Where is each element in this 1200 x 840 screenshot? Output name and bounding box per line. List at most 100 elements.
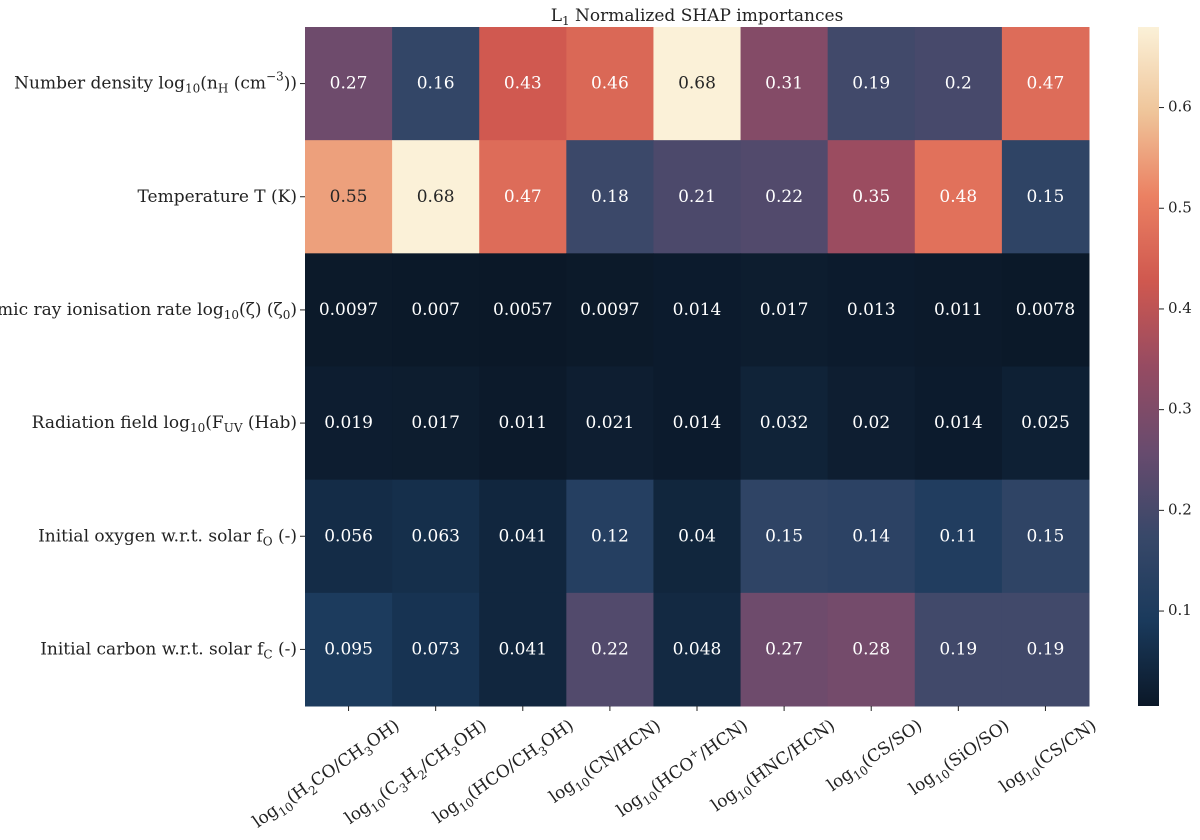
cell-label: 0.014: [673, 413, 722, 433]
heatmap-cell: [392, 27, 480, 141]
heatmap-cell: [914, 253, 1003, 367]
heatmap-cell: [653, 479, 742, 594]
x-tick-label: log10(HCO/CH3OH): [429, 716, 579, 831]
cell-label: 0.47: [1027, 73, 1065, 93]
x-tick-label: log10(C3H2/CH3OH): [341, 716, 492, 831]
heatmap-cell: [827, 479, 916, 594]
cell-label: 0.31: [765, 73, 803, 93]
heatmap-cell: [479, 366, 567, 481]
heatmap-cell: [566, 592, 654, 707]
heatmap-cell: [1001, 253, 1090, 367]
cell-label: 0.048: [673, 639, 722, 659]
y-tick-label: Temperature T (K): [138, 186, 297, 206]
cell-label: 0.14: [852, 526, 890, 546]
cell-label: 0.11: [939, 526, 977, 546]
heatmap-cell: [392, 140, 480, 254]
heatmap-cell: [1001, 27, 1090, 141]
y-tick-label: Initial oxygen w.r.t. solar fO (-): [38, 526, 297, 548]
cell-label: 0.35: [852, 186, 890, 206]
cell-label: 0.014: [934, 413, 983, 433]
cell-label: 0.0097: [319, 299, 378, 319]
heatmap-cell: [740, 592, 829, 707]
cell-label: 0.017: [411, 413, 460, 433]
heatmap-cell: [479, 140, 567, 254]
heatmap-cell: [827, 253, 916, 367]
cell-label: 0.021: [586, 413, 635, 433]
heatmap-cell: [914, 27, 1003, 141]
cell-label: 0.15: [1027, 526, 1065, 546]
cell-label: 0.014: [673, 299, 722, 319]
cell-label: 0.007: [411, 299, 460, 319]
cell-label: 0.19: [939, 639, 977, 659]
cell-label: 0.47: [504, 186, 542, 206]
cell-label: 0.063: [411, 526, 460, 546]
cell-label: 0.27: [765, 639, 803, 659]
cell-label: 0.019: [324, 413, 373, 433]
heatmap-cell: [914, 479, 1003, 594]
cell-label: 0.27: [330, 73, 368, 93]
heatmap-cell: [1001, 366, 1090, 481]
heatmap-cell: [1001, 592, 1090, 707]
cell-label: 0.011: [934, 299, 983, 319]
cell-label: 0.16: [417, 73, 455, 93]
heatmap-cell: [566, 366, 654, 481]
cell-label: 0.2: [945, 73, 972, 93]
heatmap-cell: [392, 592, 480, 707]
colorbar-tick-label: 0.3: [1168, 400, 1192, 418]
cell-label: 0.43: [504, 73, 542, 93]
cell-label: 0.011: [498, 413, 547, 433]
cell-label: 0.19: [852, 73, 890, 93]
heatmap-cell: [914, 366, 1003, 481]
cell-label: 0.22: [591, 639, 629, 659]
heatmap-cell: [305, 253, 393, 367]
heatmap-cell: [740, 479, 829, 594]
cell-label: 0.68: [678, 73, 716, 93]
heatmap-cell: [479, 479, 567, 594]
cell-label: 0.21: [678, 186, 716, 206]
heatmap-cell: [305, 479, 393, 594]
cell-label: 0.04: [678, 526, 716, 546]
x-tick-label: log10(H2CO/CH3OH): [249, 716, 405, 835]
heatmap-cell: [653, 140, 742, 254]
cell-label: 0.095: [324, 639, 373, 659]
cell-label: 0.15: [765, 526, 803, 546]
cell-label: 0.18: [591, 186, 629, 206]
heatmap-cell: [740, 140, 829, 254]
cell-label: 0.19: [1027, 639, 1065, 659]
chart-title: L1 Normalized SHAP importances: [551, 6, 844, 28]
cell-label: 0.02: [852, 413, 890, 433]
heatmap-cell: [479, 592, 567, 707]
cell-label: 0.041: [498, 639, 547, 659]
heatmap-cell: [305, 27, 393, 141]
heatmap-cell: [740, 253, 829, 367]
heatmap-cell: [740, 27, 829, 141]
colorbar-tick-label: 0.1: [1168, 601, 1192, 619]
cell-label: 0.041: [498, 526, 547, 546]
cell-label: 0.15: [1027, 186, 1065, 206]
y-tick-label: Number density log10(nH (cm−3)): [14, 69, 297, 95]
heatmap-cell: [653, 27, 742, 141]
heatmap-cell: [827, 592, 916, 707]
heatmap-cell: [305, 140, 393, 254]
x-tick-label: log10(CS/CN): [996, 716, 1102, 800]
heatmap-cell: [392, 253, 480, 367]
cell-label: 0.013: [847, 299, 896, 319]
heatmap-cell: [827, 27, 916, 141]
colorbar: [1138, 27, 1159, 706]
heatmap-cell: [914, 592, 1003, 707]
cell-label: 0.0057: [493, 299, 552, 319]
heatmap-cell: [740, 366, 829, 481]
heatmap-cell: [392, 479, 480, 594]
heatmap-cell: [305, 366, 393, 481]
heatmap-cell: [914, 140, 1003, 254]
heatmap-cell: [566, 140, 654, 254]
heatmap-cell: [479, 27, 567, 141]
heatmap-cell: [653, 592, 742, 707]
heatmap-cell: [392, 366, 480, 481]
heatmap-cell: [827, 140, 916, 254]
colorbar-tick-label: 0.2: [1168, 500, 1192, 518]
cell-label: 0.0097: [580, 299, 639, 319]
heatmap-cell: [479, 253, 567, 367]
cell-label: 0.48: [939, 186, 977, 206]
